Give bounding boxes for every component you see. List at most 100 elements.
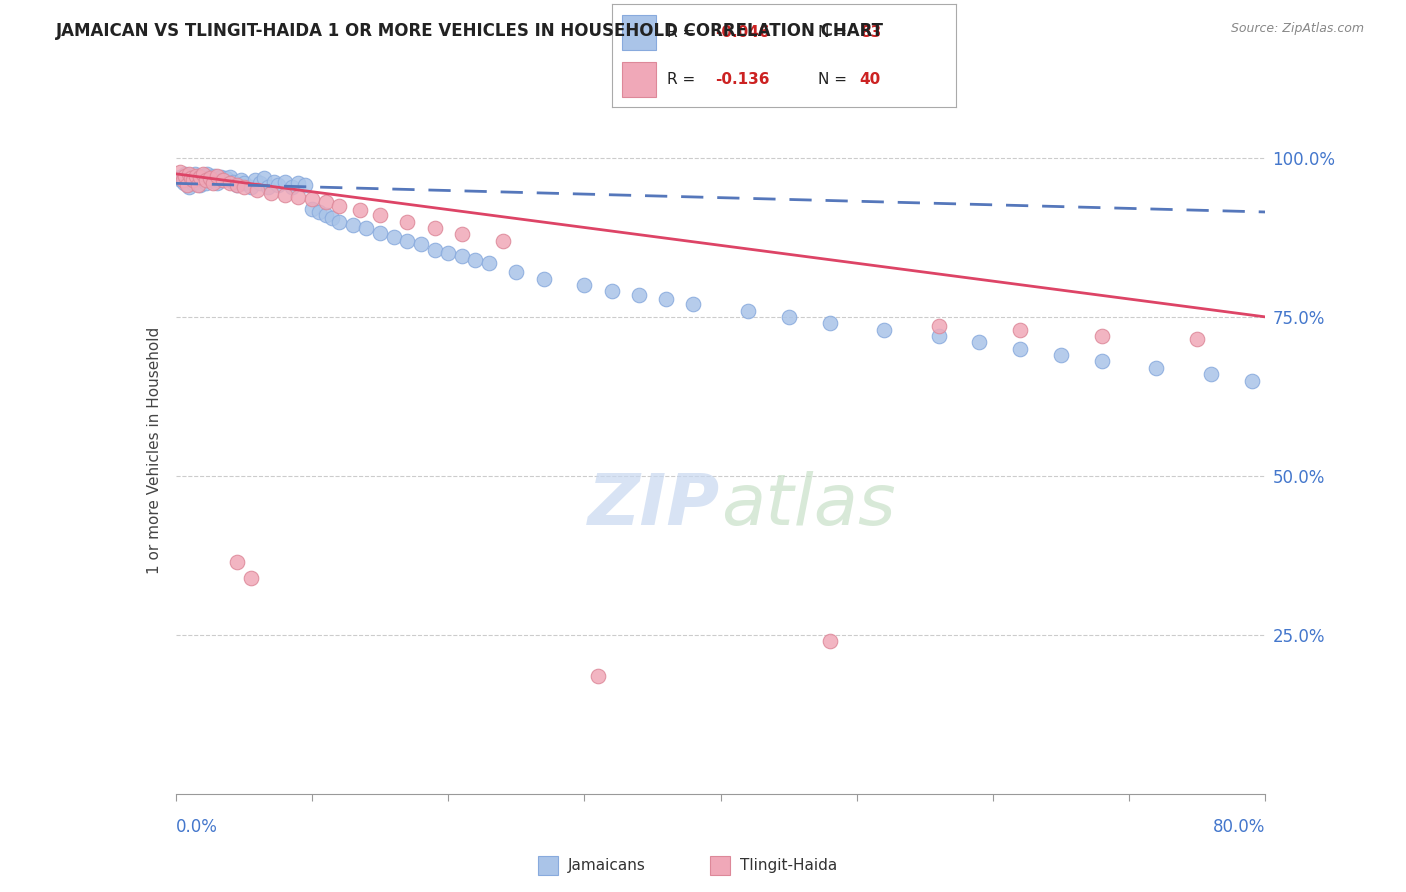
Point bbox=[818, 316, 841, 330]
Point bbox=[186, 178, 209, 192]
Text: N =: N = bbox=[818, 25, 852, 39]
Point bbox=[190, 169, 212, 184]
Point bbox=[200, 173, 222, 187]
Point bbox=[176, 171, 198, 186]
Text: atlas: atlas bbox=[721, 471, 896, 540]
Text: -0.046: -0.046 bbox=[716, 25, 769, 39]
Point bbox=[396, 214, 419, 228]
Text: R =: R = bbox=[666, 25, 700, 39]
Point bbox=[194, 177, 217, 191]
Point bbox=[246, 183, 269, 197]
Point bbox=[396, 234, 419, 248]
Point bbox=[1091, 329, 1114, 343]
Point bbox=[239, 571, 262, 585]
Point bbox=[450, 227, 472, 242]
Point bbox=[342, 218, 364, 232]
Point bbox=[188, 169, 211, 184]
Point bbox=[263, 175, 285, 189]
Point bbox=[195, 167, 218, 181]
Text: 80.0%: 80.0% bbox=[1213, 818, 1265, 836]
Point bbox=[349, 203, 371, 218]
Point bbox=[1050, 348, 1073, 362]
Text: Tlingit-Haida: Tlingit-Haida bbox=[740, 858, 838, 872]
Point bbox=[180, 173, 202, 187]
Point bbox=[1240, 374, 1263, 388]
Point bbox=[226, 178, 249, 192]
Point bbox=[169, 169, 191, 184]
Point bbox=[873, 323, 896, 337]
Point bbox=[356, 220, 378, 235]
Point bbox=[179, 179, 201, 194]
Point bbox=[191, 167, 214, 181]
Point bbox=[169, 165, 191, 179]
Text: R =: R = bbox=[666, 72, 700, 87]
Text: N =: N = bbox=[818, 72, 852, 87]
Point bbox=[267, 178, 290, 192]
Point bbox=[321, 211, 343, 226]
Point bbox=[179, 167, 201, 181]
Point bbox=[1199, 367, 1222, 381]
Point bbox=[174, 169, 197, 183]
Text: 40: 40 bbox=[859, 72, 882, 87]
Point bbox=[186, 169, 208, 183]
Point bbox=[287, 190, 309, 204]
Point bbox=[280, 179, 302, 194]
Point bbox=[928, 319, 950, 334]
Point bbox=[249, 177, 271, 191]
Point bbox=[274, 175, 297, 189]
Point bbox=[183, 173, 205, 187]
Text: 83: 83 bbox=[859, 25, 882, 39]
Point bbox=[209, 169, 232, 184]
Point bbox=[1187, 332, 1209, 346]
Point bbox=[328, 214, 350, 228]
Point bbox=[226, 555, 249, 569]
Point bbox=[232, 179, 254, 194]
Point bbox=[682, 297, 704, 311]
Point bbox=[173, 177, 195, 191]
Point bbox=[253, 171, 276, 186]
Point bbox=[170, 173, 193, 187]
Point bbox=[215, 171, 238, 186]
Bar bbox=[621, 62, 657, 96]
Point bbox=[176, 178, 198, 192]
Bar bbox=[710, 856, 730, 874]
Point bbox=[737, 303, 759, 318]
Point bbox=[655, 292, 678, 306]
Point bbox=[198, 169, 221, 184]
Point bbox=[301, 192, 323, 206]
Text: JAMAICAN VS TLINGIT-HAIDA 1 OR MORE VEHICLES IN HOUSEHOLD CORRELATION CHART: JAMAICAN VS TLINGIT-HAIDA 1 OR MORE VEHI… bbox=[56, 22, 884, 40]
Point bbox=[172, 173, 194, 187]
Bar bbox=[621, 14, 657, 50]
Point bbox=[308, 205, 330, 219]
Point bbox=[818, 634, 841, 648]
Point bbox=[778, 310, 800, 324]
Point bbox=[219, 177, 242, 191]
Point bbox=[226, 178, 249, 192]
Point bbox=[1144, 360, 1167, 375]
Point bbox=[505, 265, 527, 279]
Point bbox=[423, 220, 446, 235]
Text: ZIP: ZIP bbox=[588, 471, 721, 540]
Point bbox=[450, 250, 472, 264]
Point bbox=[239, 179, 262, 194]
Point bbox=[181, 169, 204, 184]
Point bbox=[201, 171, 224, 186]
Point bbox=[328, 199, 350, 213]
Point bbox=[260, 186, 283, 200]
Point bbox=[409, 236, 432, 251]
Point bbox=[177, 178, 200, 192]
Point bbox=[368, 226, 391, 240]
Point bbox=[187, 173, 209, 187]
Point bbox=[257, 179, 280, 194]
Point bbox=[231, 173, 253, 187]
Point bbox=[174, 167, 197, 181]
Point bbox=[207, 173, 229, 187]
Point bbox=[183, 177, 205, 191]
Point bbox=[627, 287, 650, 301]
Point bbox=[243, 173, 266, 187]
Point bbox=[201, 177, 224, 191]
Point bbox=[222, 175, 245, 189]
Point bbox=[600, 285, 623, 299]
Point bbox=[315, 195, 337, 210]
Point bbox=[294, 178, 316, 192]
